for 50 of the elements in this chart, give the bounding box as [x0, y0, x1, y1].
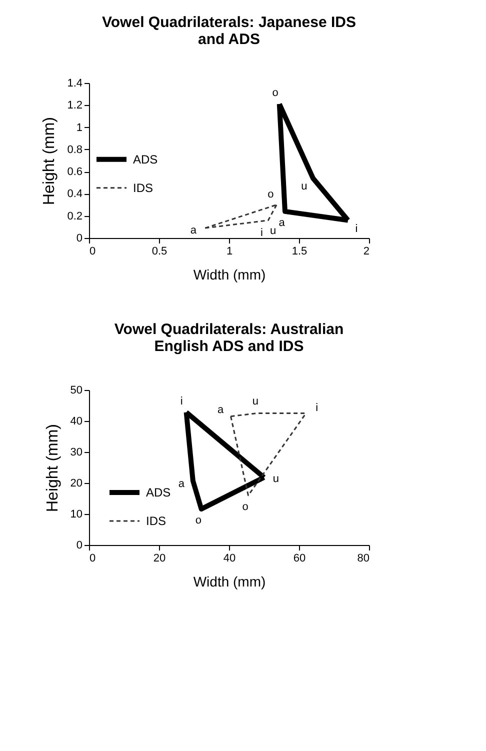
annotation: a	[190, 224, 198, 236]
x-tick-label: 1.5	[292, 246, 308, 258]
x-tick-label: 0.5	[152, 246, 168, 258]
y-tick-label: 0	[76, 232, 82, 244]
y-tick-label: 1.4	[67, 78, 82, 90]
y-tick-label: 0	[76, 540, 82, 552]
y-tick-label: 1.2	[67, 100, 82, 112]
annotation: a	[178, 478, 186, 490]
annotation: i	[260, 227, 263, 240]
annotation: u	[252, 395, 259, 408]
annotation: i	[180, 395, 183, 408]
y-axis-title: Height (mm)	[41, 116, 58, 206]
x-tick-label: 0	[90, 552, 96, 564]
annotation: u	[301, 180, 308, 192]
x-tick-label: 2	[363, 246, 370, 258]
y-tick-label: 20	[70, 478, 82, 490]
annotation: u	[270, 225, 276, 238]
x-tick-label: 60	[293, 552, 306, 564]
y-tick-label: 0.6	[67, 166, 82, 178]
y-tick-label: 10	[70, 508, 82, 520]
annotation: o	[195, 514, 202, 527]
y-tick-label: 40	[70, 416, 82, 428]
annotation: o	[272, 86, 278, 99]
y-tick-label: 30	[70, 446, 82, 458]
y-tick-label: 0.2	[67, 210, 82, 222]
annotation: i	[316, 402, 318, 414]
x-tick-label: 80	[357, 552, 370, 564]
annotation: a	[217, 404, 224, 416]
chart-title: Vowel Quadrilaterals: Japanese IDS and ADS	[102, 14, 356, 48]
y-tick-label: 1	[76, 122, 82, 134]
y-axis-title: Height (mm)	[44, 424, 62, 512]
x-tick-label: 20	[153, 552, 166, 564]
legend-label: ADS	[146, 486, 171, 500]
legend-label: IDS	[133, 180, 154, 195]
annotation: o	[268, 188, 274, 200]
legend-label: ADS	[133, 152, 158, 166]
chart-title: Vowel Quadrilaterals: Australian English ADS and IDS	[114, 321, 344, 355]
y-tick-label: 0.4	[67, 188, 82, 200]
annotation: o	[242, 501, 248, 514]
x-axis-title: Width (mm)	[193, 266, 266, 282]
legend-label: IDS	[146, 514, 166, 528]
x-tick-label: 1	[226, 246, 233, 258]
annotation: i	[355, 222, 358, 235]
annotation: u	[272, 473, 279, 486]
x-tick-label: 0	[90, 246, 96, 258]
y-tick-label: 0.8	[67, 144, 82, 156]
x-tick-label: 40	[223, 552, 236, 564]
annotation: a	[278, 217, 286, 230]
y-tick-label: 50	[70, 384, 82, 396]
x-axis-title: Width (mm)	[193, 574, 266, 590]
